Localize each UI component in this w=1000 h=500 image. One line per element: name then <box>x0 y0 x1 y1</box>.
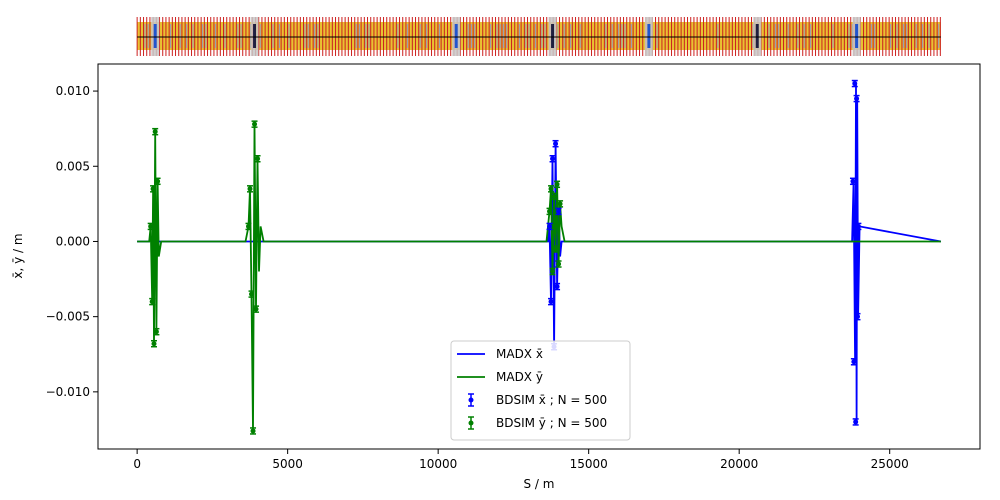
y-tick-label: −0.005 <box>46 310 90 324</box>
x-tick-label: 25000 <box>871 457 909 471</box>
data-point <box>153 329 159 335</box>
data-point <box>554 284 560 290</box>
legend: MADX x̄ MADX ȳ BDSIM x̄ ; N = 500 BDSIM ȳ ;… <box>450 340 631 441</box>
data-point <box>553 246 559 252</box>
data-point <box>155 178 161 184</box>
lattice-element <box>755 24 759 48</box>
x-tick-label: 0 <box>133 457 141 471</box>
legend-label: MADX x̄ <box>496 347 543 361</box>
data-point <box>855 223 861 229</box>
data-point <box>554 181 560 187</box>
data-point <box>557 201 563 207</box>
x-tick-label: 20000 <box>720 457 758 471</box>
data-point <box>553 141 559 147</box>
data-point <box>150 186 156 192</box>
x-tick-label: 15000 <box>570 457 608 471</box>
data-point <box>252 121 258 127</box>
y-axis-label: x̄, ȳ / m <box>11 233 25 278</box>
legend-point-swatch <box>468 420 474 426</box>
data-point <box>255 156 261 162</box>
data-point <box>556 208 562 214</box>
data-point <box>250 428 256 434</box>
data-point <box>247 186 253 192</box>
data-point <box>556 261 562 267</box>
lattice-element <box>454 24 458 48</box>
data-point <box>149 299 155 305</box>
data-point <box>853 419 859 425</box>
data-point <box>548 299 554 305</box>
data-point <box>854 96 860 102</box>
data-point <box>854 314 860 320</box>
lattice-element <box>153 24 157 48</box>
x-tick-label: 5000 <box>272 457 303 471</box>
lattice-element <box>551 24 555 48</box>
x-axis: 0 5000 10000 15000 20000 25000 <box>133 449 909 471</box>
data-point <box>547 208 553 214</box>
lattice-strip <box>136 17 941 56</box>
legend-label: MADX ȳ <box>496 370 543 384</box>
data-layer <box>137 79 942 435</box>
legend-label: BDSIM ȳ ; N = 500 <box>496 416 607 430</box>
legend-label: BDSIM x̄ ; N = 500 <box>496 393 607 407</box>
data-point <box>152 129 158 135</box>
data-point <box>851 359 857 365</box>
series-line-1 <box>137 124 941 432</box>
data-point <box>548 186 554 192</box>
legend-box <box>450 340 631 441</box>
data-point <box>246 223 252 229</box>
data-point <box>850 178 856 184</box>
y-tick-label: −0.010 <box>46 385 90 399</box>
lattice-element <box>253 24 257 48</box>
y-tick-label: 0.005 <box>56 159 90 173</box>
data-point <box>151 341 157 347</box>
data-point <box>550 156 556 162</box>
data-point <box>148 223 154 229</box>
y-tick-label: 0.010 <box>56 84 90 98</box>
data-point <box>547 223 553 229</box>
y-tick-label: 0.000 <box>56 234 90 248</box>
data-point <box>253 306 259 312</box>
data-point <box>551 193 557 199</box>
data-point <box>852 81 858 87</box>
legend-point-swatch <box>468 397 474 403</box>
lattice-element <box>647 24 651 48</box>
data-point <box>550 269 556 275</box>
x-tick-label: 10000 <box>419 457 457 471</box>
y-axis: −0.010 −0.005 0.000 0.005 0.010 <box>46 84 98 399</box>
x-axis-label: S / m <box>524 477 555 491</box>
lattice-element <box>855 24 859 48</box>
data-point <box>249 291 255 297</box>
